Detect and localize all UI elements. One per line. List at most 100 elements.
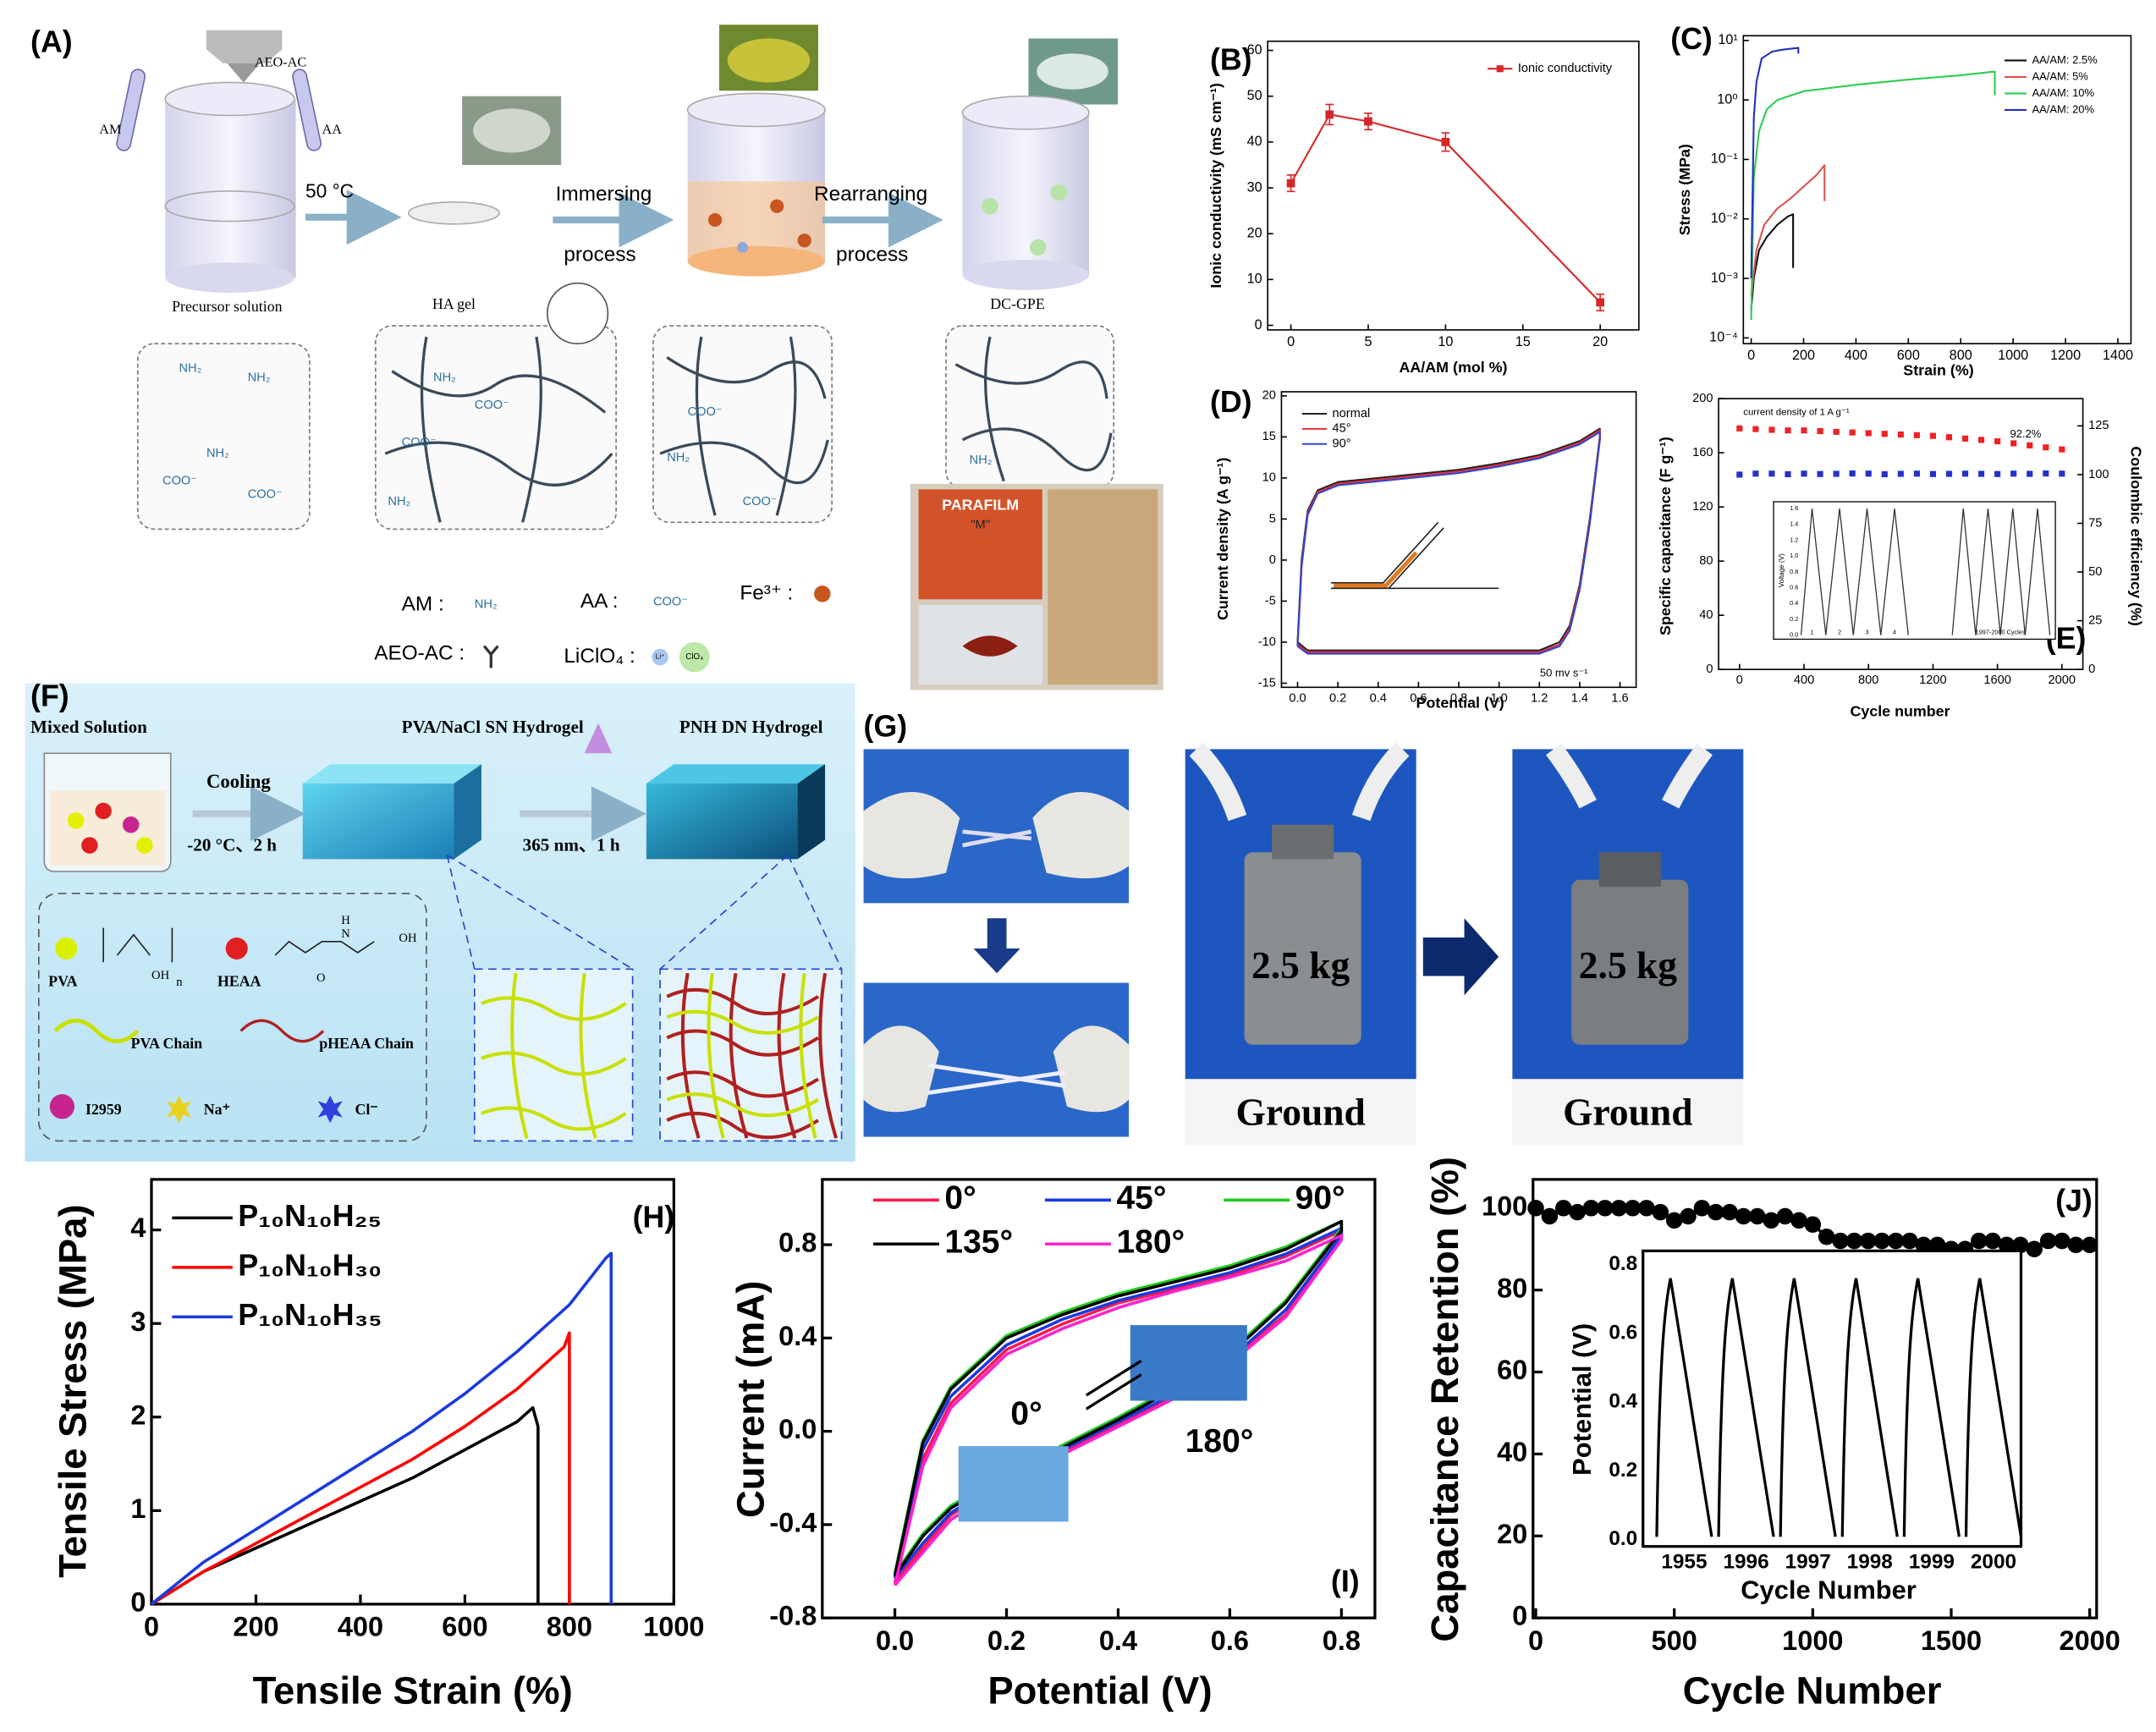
panel-label: (I) bbox=[1331, 1564, 1360, 1598]
series-line bbox=[893, 1234, 1344, 1586]
reagent-label: AEO-AC bbox=[255, 54, 306, 69]
annotation: 50 mv s⁻¹ bbox=[1540, 666, 1588, 679]
series-line bbox=[1296, 429, 1601, 653]
y-tick-label: 10 bbox=[1262, 471, 1276, 485]
weight-label: 2.5 kg bbox=[1579, 943, 1677, 987]
inset-tick-label: 1997-2000 Cycles bbox=[1976, 628, 2026, 635]
y-tick-label: 40 bbox=[1699, 608, 1713, 622]
photo-sample bbox=[962, 829, 1032, 848]
arrow bbox=[1422, 918, 1499, 996]
plot-frame bbox=[1718, 398, 2084, 670]
data-point bbox=[1721, 1203, 1738, 1221]
inset-tick-label: 3 bbox=[1865, 628, 1868, 635]
inset-axis-label: Voltage (V) bbox=[1778, 553, 1785, 587]
data-point bbox=[2054, 1232, 2071, 1250]
beaker bbox=[686, 92, 826, 277]
photo-text: PARAFILM bbox=[942, 497, 1019, 514]
panel-label: (C) bbox=[1670, 22, 1713, 56]
series-line bbox=[1750, 70, 1996, 321]
y-axis-label: Tensile Stress (MPa) bbox=[52, 1204, 95, 1577]
photo-dish bbox=[1037, 53, 1108, 90]
structure bbox=[102, 927, 173, 963]
data-point bbox=[1818, 1228, 1835, 1245]
inset-axis-label: Cycle Number bbox=[1741, 1575, 1917, 1604]
x-tick-label: 1.6 bbox=[1611, 691, 1628, 705]
legend-label: P₁₀N₁₀H₃₀ bbox=[238, 1248, 382, 1282]
photo-weight bbox=[1598, 852, 1661, 887]
legend-icon bbox=[482, 645, 499, 668]
panel-label: (J) bbox=[2055, 1184, 2093, 1218]
y-axis-label: Current density (A g⁻¹) bbox=[1214, 458, 1231, 620]
y-tick-label: 160 bbox=[1692, 446, 1713, 459]
data-point bbox=[1610, 1200, 1627, 1217]
annotation: 180° bbox=[1185, 1423, 1254, 1460]
zoom-line bbox=[446, 854, 634, 970]
data-point bbox=[1977, 470, 1985, 477]
data-point bbox=[1928, 1236, 1946, 1254]
y-tick-label: 80 bbox=[1699, 554, 1713, 568]
x-tick-label: 0.4 bbox=[1370, 691, 1387, 705]
y-tick-label: 3 bbox=[130, 1306, 146, 1337]
panel-label: (F) bbox=[30, 679, 69, 713]
data-point bbox=[1865, 470, 1872, 477]
inset-frame bbox=[1642, 1249, 2023, 1548]
plot-frame bbox=[1532, 1178, 2098, 1619]
y2-tick-label: 25 bbox=[2088, 613, 2102, 627]
group-label: NH₂ bbox=[388, 495, 410, 509]
x-tick-label: 1.2 bbox=[1531, 691, 1548, 705]
series-line bbox=[893, 1229, 1344, 1584]
data-point bbox=[1901, 1232, 1918, 1250]
zoom-line bbox=[446, 855, 476, 970]
data-point bbox=[1785, 427, 1791, 434]
photo-hands bbox=[1546, 743, 1713, 809]
data-point bbox=[2027, 470, 2033, 477]
zoom-box bbox=[136, 343, 311, 531]
y-axis-label: Specific capacitance (F g⁻¹) bbox=[1657, 437, 1674, 635]
inset-tick-label: 0.8 bbox=[1609, 1252, 1637, 1275]
x-tick-label: 500 bbox=[1652, 1625, 1697, 1656]
chart: 0.0 0.2 0.4 0.6 0.8 1.0 1.2 1.4 1.6 -15 -10 -5 0 5 10 1… bbox=[1210, 385, 1637, 712]
group-label: COO⁻ bbox=[743, 495, 778, 509]
network bbox=[666, 972, 819, 1139]
zoom-line bbox=[787, 855, 843, 970]
inset-tick-label: 2 bbox=[1838, 628, 1841, 635]
legend-label: PVA bbox=[48, 973, 78, 990]
data-point bbox=[1833, 428, 1840, 435]
inset-tick-label: 1996 bbox=[1723, 1551, 1768, 1574]
inset-tick-label: 0.2 bbox=[1790, 615, 1798, 623]
zoom-box bbox=[945, 325, 1115, 489]
data-point bbox=[2012, 1236, 2029, 1254]
legend-label: normal bbox=[1333, 407, 1371, 421]
legend-label: I2959 bbox=[85, 1101, 122, 1118]
inset-arrow bbox=[1085, 1359, 1142, 1410]
legend-icon bbox=[814, 586, 831, 602]
data-point bbox=[1736, 425, 1743, 432]
data-point bbox=[2043, 470, 2049, 477]
data-point bbox=[1804, 1216, 1822, 1233]
inset-tick-label: 2000 bbox=[1971, 1551, 2016, 1574]
legend-marker bbox=[1496, 65, 1504, 73]
inset-curve bbox=[1655, 1278, 2023, 1537]
inset-tick-label: 1997 bbox=[1785, 1551, 1831, 1574]
y-tick-label: 0 bbox=[1269, 553, 1276, 567]
y2-tick-label: 125 bbox=[2088, 419, 2109, 432]
inset-curve bbox=[1800, 509, 2051, 635]
inset-sketch bbox=[1330, 521, 1499, 590]
x-tick-label: 0.4 bbox=[1099, 1625, 1137, 1656]
data-point bbox=[1541, 1207, 1559, 1225]
reagent-label: AA bbox=[322, 122, 342, 137]
data-point bbox=[1801, 427, 1807, 434]
data-point bbox=[1984, 1232, 2001, 1250]
series-line bbox=[150, 1251, 613, 1606]
legend-label: P₁₀N₁₀H₂₅ bbox=[238, 1199, 381, 1233]
legend-label: 0° bbox=[944, 1180, 976, 1217]
data-point bbox=[1887, 1232, 1905, 1250]
x-tick-label: 1000 bbox=[1998, 348, 2028, 363]
plot-frame bbox=[1280, 391, 1637, 689]
data-point bbox=[1680, 1207, 1697, 1225]
y-tick-label: 15 bbox=[1262, 430, 1276, 443]
y-tick-label: 20 bbox=[1497, 1519, 1527, 1549]
y-axis-label: Stress (MPa) bbox=[1676, 144, 1693, 235]
photo-weight bbox=[1244, 852, 1361, 1045]
data-point bbox=[1555, 1200, 1572, 1217]
